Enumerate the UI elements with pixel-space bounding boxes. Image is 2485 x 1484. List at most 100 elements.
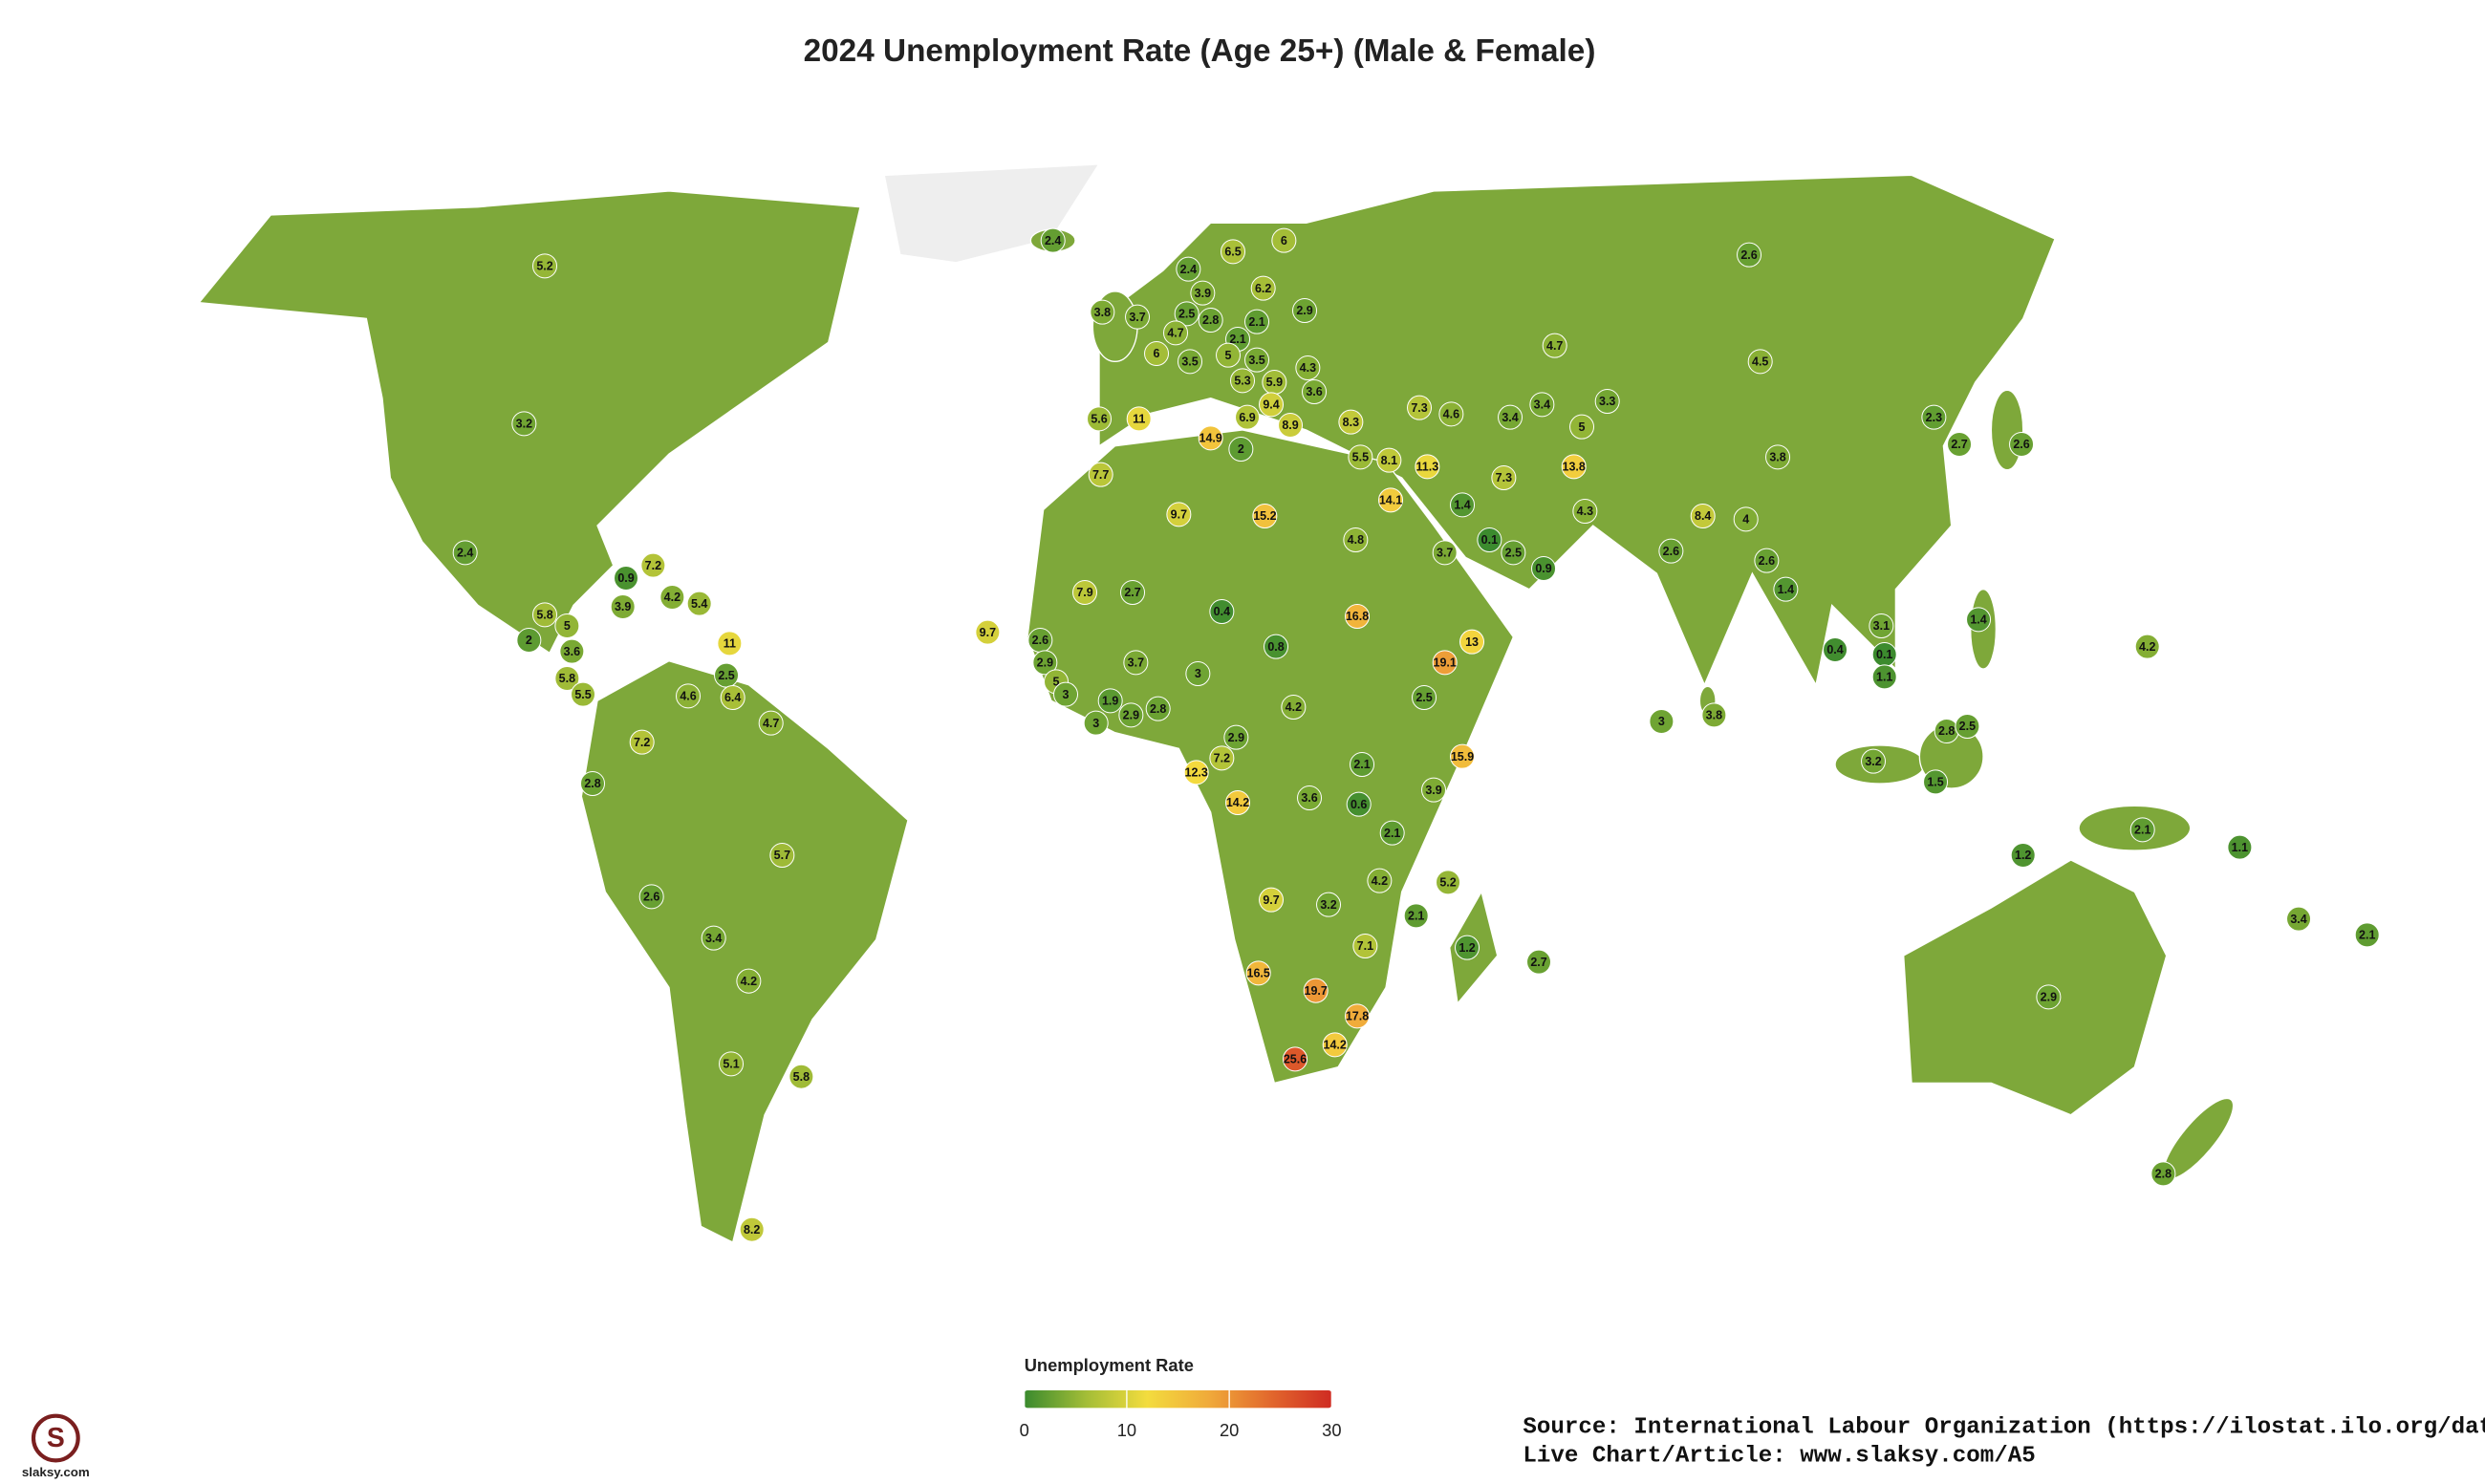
country-value: 1.4: [1454, 498, 1470, 511]
country-value: 7.7: [1092, 468, 1109, 482]
country-value: 2.6: [1663, 545, 1679, 558]
country-marker: [2134, 634, 2160, 659]
country-value: 5.7: [774, 849, 790, 862]
country-value: 5.2: [1439, 875, 1456, 889]
country-marker: [1245, 960, 1271, 986]
country-value: 1.1: [1876, 670, 1892, 683]
country-marker: [1185, 661, 1211, 687]
country-marker: [1438, 401, 1464, 427]
country-marker: [1292, 298, 1318, 324]
country-marker: [2227, 834, 2253, 860]
country-value: 7.3: [1496, 471, 1512, 484]
country-marker: [1283, 1046, 1308, 1072]
country-value: 1.9: [1102, 694, 1118, 707]
country-marker: [532, 253, 558, 279]
country-value: 2.1: [1408, 909, 1424, 922]
country-marker: [1367, 868, 1393, 893]
country-value: 4.7: [1546, 339, 1563, 353]
country-value: 0.8: [1267, 640, 1284, 654]
country-value: 4.2: [741, 975, 757, 988]
country-value: 12.3: [1185, 765, 1208, 779]
country-value: 2.1: [1248, 315, 1264, 329]
country-marker: [719, 1051, 745, 1077]
country-value: 7.2: [1214, 751, 1230, 764]
country-marker: [720, 685, 746, 711]
country-value: 3.5: [1248, 354, 1264, 367]
country-marker: [1281, 695, 1307, 720]
country-marker: [1921, 404, 1947, 430]
country-value: 6: [1154, 347, 1160, 360]
country-marker: [1271, 227, 1297, 253]
country-value: 9.4: [1263, 398, 1279, 411]
country-marker: [580, 771, 606, 797]
country-value: 4.3: [1577, 505, 1593, 518]
country-value: 3.8: [1706, 708, 1722, 721]
country-marker: [1083, 710, 1109, 736]
country-marker: [638, 884, 664, 910]
country-value: 11: [724, 636, 736, 650]
country-value: 14.9: [1199, 431, 1222, 444]
legend-tick-label: 0: [1020, 1420, 1029, 1440]
country-marker: [2010, 843, 2036, 869]
country-value: 7.9: [1076, 586, 1092, 599]
country-marker: [1869, 613, 1894, 639]
country-value: 3.4: [1502, 411, 1518, 424]
country-marker: [1198, 308, 1223, 333]
country-marker: [1087, 406, 1113, 432]
country-marker: [1378, 487, 1404, 513]
country-value: 3.2: [1865, 755, 1881, 768]
country-marker: [1090, 299, 1115, 325]
country-marker: [1701, 702, 1727, 728]
country-value: 4.2: [1286, 700, 1302, 714]
country-value: 2.6: [2013, 438, 2029, 451]
country-value: 5.2: [536, 259, 552, 272]
country-value: 3: [1658, 715, 1665, 728]
country-value: 16.5: [1247, 966, 1270, 979]
country-marker: [1966, 607, 1992, 633]
country-marker: [1450, 743, 1476, 769]
country-marker: [1230, 368, 1256, 394]
country-marker: [1501, 540, 1526, 566]
country-value: 3.9: [1195, 287, 1211, 300]
country-value: 8.3: [1343, 416, 1359, 429]
country-value: 2.9: [1123, 708, 1139, 721]
country-value: 4.7: [763, 717, 779, 730]
country-value: 13: [1465, 635, 1479, 649]
country-marker: [1072, 580, 1098, 606]
country-value: 4.6: [1443, 407, 1459, 420]
country-marker: [739, 1216, 765, 1242]
country-marker: [1338, 409, 1364, 435]
country-value: 2.5: [1959, 720, 1976, 733]
country-value: 4.7: [1167, 326, 1183, 339]
country-marker: [1594, 389, 1620, 415]
country-marker: [1259, 887, 1285, 913]
country-value: 1.2: [1459, 941, 1475, 955]
country-value: 2.9: [1296, 304, 1312, 317]
country-marker: [1040, 227, 1066, 253]
country-value: 5.5: [1352, 450, 1369, 463]
country-value: 1.4: [1970, 613, 1986, 626]
live-link[interactable]: Live Chart/Article: www.slaksy.com/A5: [1523, 1444, 2035, 1470]
country-value: 1.5: [1927, 775, 1943, 788]
country-marker: [1295, 355, 1321, 381]
country-marker: [717, 631, 743, 656]
country-value: 8.9: [1282, 419, 1298, 432]
country-marker: [1491, 465, 1517, 491]
country-value: 5.8: [536, 608, 552, 621]
country-marker: [1403, 903, 1429, 929]
country-value: 2.9: [1037, 656, 1053, 669]
country-value: 7.2: [645, 559, 661, 572]
country-value: 3.6: [1301, 791, 1317, 805]
country-marker: [1097, 688, 1123, 714]
country-value: 3.2: [1320, 898, 1336, 912]
country-value: 16.8: [1346, 610, 1369, 623]
country-value: 3: [1195, 667, 1201, 680]
country-marker: [614, 566, 639, 591]
country-marker: [1198, 425, 1223, 451]
country-marker: [1322, 1032, 1348, 1058]
legend-title: Unemployment Rate: [1025, 1355, 1194, 1375]
country-marker: [1871, 664, 1897, 690]
country-marker: [1235, 404, 1261, 430]
country-marker: [1432, 650, 1458, 676]
